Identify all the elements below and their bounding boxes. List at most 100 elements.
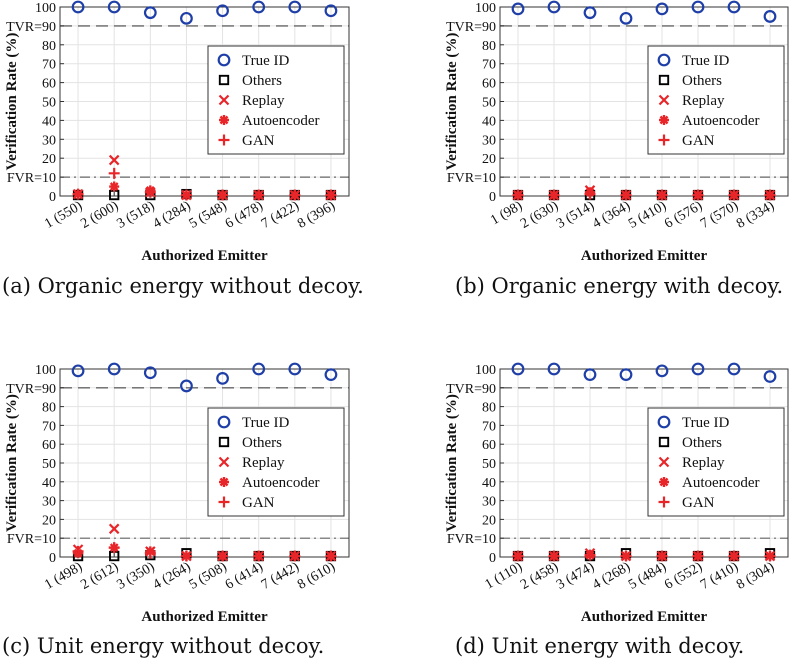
y-tick-label: 50 xyxy=(482,96,496,111)
legend: True ID Others Replay Autoencoder GAN xyxy=(647,407,785,517)
data-point xyxy=(71,364,85,378)
data-point xyxy=(656,189,668,201)
series-true-id xyxy=(71,362,338,393)
series-true-id xyxy=(511,362,777,383)
data-point xyxy=(145,186,156,198)
y-tick-label: 80 xyxy=(482,39,496,54)
y-tick-label: TVR=90 xyxy=(6,382,56,397)
legend-label: Others xyxy=(242,435,282,451)
data-point xyxy=(764,550,776,562)
legend: True ID Others Replay Autoencoder GAN xyxy=(207,407,345,517)
y-axis-title: Verification Rate (%) xyxy=(444,33,460,171)
y-tick-label: 20 xyxy=(482,513,496,528)
y-tick-label: 60 xyxy=(42,438,56,453)
caption-b: (b) Organic energy with decoy. xyxy=(455,274,784,298)
x-tick-label: 2 (458) xyxy=(518,559,561,593)
data-point xyxy=(547,362,561,376)
legend-marker xyxy=(659,477,669,487)
data-point xyxy=(109,542,120,553)
legend-marker xyxy=(218,74,230,86)
y-tick-label: TVR=90 xyxy=(446,20,496,35)
data-point xyxy=(73,548,84,559)
y-tick-label: 50 xyxy=(482,457,496,472)
legend-marker xyxy=(219,477,229,487)
data-point xyxy=(727,0,741,14)
data-point xyxy=(619,11,633,25)
data-point xyxy=(585,187,595,198)
legend: True ID Others Replay Autoencoder GAN xyxy=(647,45,785,155)
data-point xyxy=(511,362,525,376)
legend-label: Others xyxy=(682,73,722,89)
data-point xyxy=(620,189,632,201)
y-tick-label: 70 xyxy=(482,58,496,73)
y-tick-label: 40 xyxy=(482,476,496,491)
data-point xyxy=(620,550,632,562)
y-tick-label: 0 xyxy=(49,551,56,566)
data-point xyxy=(692,189,704,201)
data-point xyxy=(180,379,193,393)
legend-label: Replay xyxy=(682,455,725,471)
y-tick-label: 30 xyxy=(42,495,56,510)
legend-marker xyxy=(218,456,230,468)
caption-c: (c) Unit energy without decoy. xyxy=(2,634,325,658)
y-tick-label: 50 xyxy=(42,96,56,111)
x-tick-label: 5 (484) xyxy=(626,559,669,593)
data-point xyxy=(145,185,156,196)
data-point xyxy=(71,0,85,14)
legend-label: True ID xyxy=(682,53,730,69)
legend-marker xyxy=(658,496,670,508)
legend: True ID Others Replay Autoencoder GAN xyxy=(207,45,345,155)
series-true-id xyxy=(71,0,338,25)
y-tick-label: 40 xyxy=(482,114,496,129)
y-tick-label: 70 xyxy=(42,419,56,434)
y-axis-title: Verification Rate (%) xyxy=(4,394,20,532)
legend-label: Autoencoder xyxy=(242,113,319,129)
y-tick-label: 100 xyxy=(35,363,56,378)
data-point xyxy=(547,0,561,14)
y-tick-label: 30 xyxy=(482,133,496,148)
data-point xyxy=(691,0,705,14)
data-point xyxy=(217,550,228,562)
series-replay xyxy=(512,547,776,562)
y-tick-label: 100 xyxy=(475,1,496,16)
data-point xyxy=(655,2,669,16)
data-point xyxy=(583,6,597,20)
legend-label: GAN xyxy=(682,133,715,149)
x-tick-label: 8 (304) xyxy=(734,559,777,593)
data-point xyxy=(764,189,776,201)
data-point xyxy=(216,4,229,18)
data-point xyxy=(108,154,120,166)
y-tick-label: FVR=10 xyxy=(7,532,56,547)
series-replay xyxy=(512,185,776,201)
x-tick-label: 6 (552) xyxy=(662,559,705,593)
data-point xyxy=(143,366,157,380)
data-point xyxy=(585,550,595,561)
data-point xyxy=(548,550,560,562)
y-tick-label: 60 xyxy=(482,77,496,92)
y-tick-label: 30 xyxy=(482,495,496,510)
data-point xyxy=(181,189,192,201)
series-replay xyxy=(72,154,337,201)
x-axis-title: Authorized Emitter xyxy=(141,609,268,625)
data-point xyxy=(108,523,120,535)
data-point xyxy=(692,550,704,562)
legend-marker xyxy=(218,134,230,146)
caption-a: (a) Organic energy without decoy. xyxy=(2,274,364,298)
legend-label: True ID xyxy=(682,415,730,431)
y-tick-label: 20 xyxy=(42,152,56,167)
y-tick-label: 80 xyxy=(482,401,496,416)
legend-box xyxy=(207,45,345,155)
y-tick-label: 20 xyxy=(482,152,496,167)
data-point xyxy=(289,189,301,201)
data-point xyxy=(548,189,560,201)
legend-marker xyxy=(217,53,231,67)
y-tick-label: 80 xyxy=(42,39,56,54)
legend-box xyxy=(647,45,785,155)
data-point xyxy=(763,10,777,23)
data-point xyxy=(289,550,301,562)
y-tick-label: 80 xyxy=(42,401,56,416)
data-point xyxy=(583,368,597,382)
